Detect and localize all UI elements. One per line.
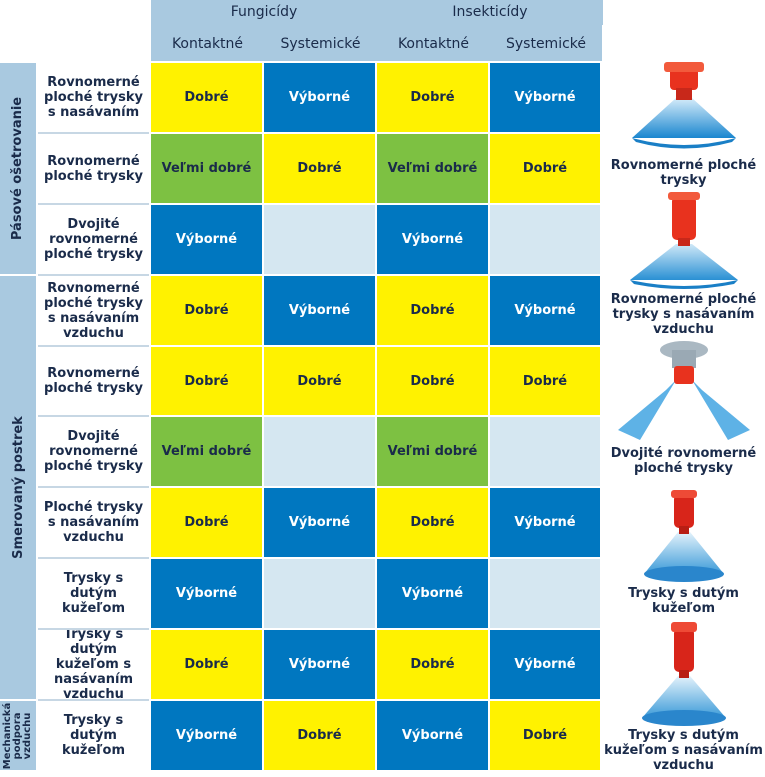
rating-cell [264, 205, 375, 274]
rating-cell: Dobré [151, 276, 262, 345]
rating-cell: Dobré [490, 347, 600, 415]
header-column: Kontaktné [377, 27, 490, 61]
rating-cell: Výborné [264, 488, 375, 557]
rating-cell: Výborné [264, 63, 375, 132]
header-group: Insekticídy [377, 0, 603, 25]
rating-cell: Dobré [151, 347, 262, 415]
hollow-cone-nozzle-icon [602, 488, 765, 586]
section-label: Mechanická podpora vzduchu [0, 701, 36, 770]
rating-cell: Výborné [377, 205, 488, 274]
row-label: Trysky s dutým kužeľom [38, 559, 149, 628]
rating-cell: Dobré [377, 63, 488, 132]
rating-cell: Výborné [264, 276, 375, 345]
rating-cell: Výborné [264, 630, 375, 699]
rating-cell: Dobré [151, 630, 262, 699]
header-column: Systemické [490, 27, 602, 61]
row-label: Dvojité rovnomerné ploché trysky [38, 205, 149, 274]
section-label-text: Pásové ošetrovanie [10, 96, 26, 241]
twin-flat-fan-nozzle-icon [602, 340, 765, 440]
rating-cell: Výborné [377, 559, 488, 628]
row-label: Trysky s dutým kužeľom [38, 701, 149, 770]
rating-cell: Výborné [490, 63, 600, 132]
rating-cell: Veľmi dobré [377, 134, 488, 203]
rating-cell: Dobré [377, 347, 488, 415]
nozzle-label: Dvojité rovnomerné ploché trysky [610, 446, 757, 476]
rating-cell: Výborné [490, 276, 600, 345]
rating-cell: Dobré [264, 134, 375, 203]
rating-cell: Dobré [377, 488, 488, 557]
rating-cell: Dobré [264, 701, 375, 770]
rating-cell [490, 417, 600, 486]
rating-cell: Veľmi dobré [151, 417, 262, 486]
nozzle-label: Trysky s dutým kužeľom s nasávaním vzduc… [604, 728, 763, 773]
flat-fan-nozzle-icon [602, 60, 765, 150]
air-induction-flat-fan-nozzle-icon [602, 192, 765, 292]
rating-cell: Výborné [151, 701, 262, 770]
row-label: Rovnomerné ploché trysky s nasávaním [38, 63, 149, 132]
rating-cell: Výborné [490, 630, 600, 699]
rating-cell: Dobré [377, 276, 488, 345]
row-label: Rovnomerné ploché trysky [38, 134, 149, 203]
section-label: Smerovaný postrek [0, 276, 36, 699]
air-induction-hollow-cone-nozzle-icon [602, 620, 765, 728]
row-label: Ploché trysky s nasávaním vzduchu [38, 488, 149, 557]
rating-cell: Dobré [151, 63, 262, 132]
rating-cell: Dobré [151, 488, 262, 557]
nozzle-illustrations: Rovnomerné ploché trysky Rovnomerné ploc… [602, 0, 765, 777]
nozzle-label: Trysky s dutým kužeľom [628, 586, 739, 616]
rating-cell [490, 559, 600, 628]
nozzle-label: Rovnomerné ploché trysky s nasávaním vzd… [610, 292, 757, 337]
row-label: Rovnomerné ploché trysky s nasávaním vzd… [38, 276, 149, 345]
rating-cell: Dobré [490, 134, 600, 203]
rating-cell: Veľmi dobré [151, 134, 262, 203]
row-label: Trysky s dutým kužeľom s nasávaním vzduc… [38, 627, 149, 702]
rating-cell: Výborné [490, 488, 600, 557]
rating-cell [490, 205, 600, 274]
row-label: Rovnomerné ploché trysky [38, 347, 149, 415]
header-group: Fungicídy [151, 0, 377, 25]
section-label-text: Smerovaný postrek [10, 416, 26, 559]
rating-cell: Veľmi dobré [377, 417, 488, 486]
rating-cell: Dobré [377, 630, 488, 699]
rating-cell [264, 559, 375, 628]
rating-cell: Výborné [151, 205, 262, 274]
comparison-table: Fungicídy Insekticídy Kontaktné Systemické K… [0, 0, 603, 770]
nozzle-label: Rovnomerné ploché trysky [610, 158, 757, 188]
rating-cell: Dobré [490, 701, 600, 770]
row-label: Dvojité rovnomerné ploché trysky [38, 417, 149, 486]
header-column: Systemické [264, 27, 377, 61]
rating-cell: Výborné [151, 559, 262, 628]
rating-cell: Dobré [264, 347, 375, 415]
rating-cell [264, 417, 375, 486]
rating-cell: Výborné [377, 701, 488, 770]
section-label: Pásové ošetrovanie [0, 63, 36, 274]
header-column: Kontaktné [151, 27, 264, 61]
section-label-text: Mechanická podpora vzduchu [2, 702, 33, 769]
